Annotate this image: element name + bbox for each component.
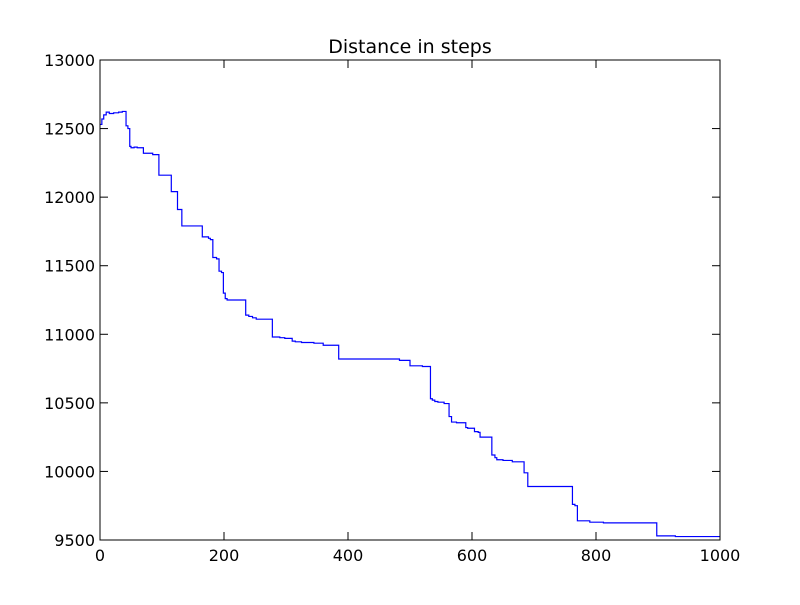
y-tick-label: 12000 xyxy=(44,188,95,207)
x-tick-label: 800 xyxy=(581,546,612,565)
plot-frame xyxy=(99,59,721,541)
y-tick-label: 9500 xyxy=(54,531,95,550)
x-tick-label: 200 xyxy=(209,546,240,565)
chart-title: Distance in steps xyxy=(328,36,491,58)
y-tick-label: 13000 xyxy=(44,51,95,70)
y-tick-label: 11000 xyxy=(44,325,95,344)
y-tick-label: 12500 xyxy=(44,120,95,139)
series-line-0 xyxy=(100,110,720,538)
y-tick-label: 10000 xyxy=(44,462,95,481)
x-tick-label: 1000 xyxy=(700,546,741,565)
y-tick-label: 11500 xyxy=(44,257,95,276)
x-tick-label: 400 xyxy=(333,546,364,565)
y-tick-label: 10500 xyxy=(44,394,95,413)
x-tick-label: 600 xyxy=(457,546,488,565)
x-tick-label: 0 xyxy=(95,546,105,565)
